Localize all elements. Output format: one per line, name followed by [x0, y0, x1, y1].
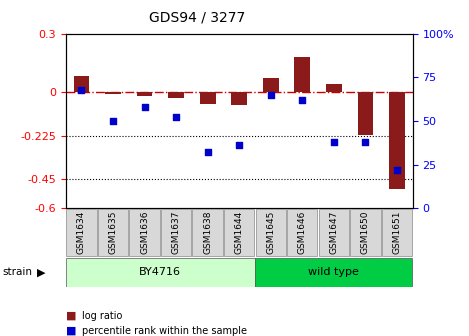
- Point: [204, 150, 212, 155]
- Bar: [295, 57, 310, 92]
- Text: GSM1647: GSM1647: [329, 211, 338, 254]
- Point: [172, 115, 180, 120]
- Point: [267, 92, 274, 97]
- Bar: [168, 92, 184, 98]
- Text: wild type: wild type: [309, 267, 359, 277]
- FancyBboxPatch shape: [256, 209, 286, 256]
- Bar: [136, 92, 152, 96]
- FancyBboxPatch shape: [129, 209, 159, 256]
- Point: [362, 139, 369, 144]
- Text: ▶: ▶: [37, 267, 45, 277]
- Bar: [326, 84, 342, 92]
- Text: GSM1645: GSM1645: [266, 211, 275, 254]
- Text: ■: ■: [66, 311, 76, 321]
- Text: percentile rank within the sample: percentile rank within the sample: [82, 326, 247, 336]
- Text: GSM1638: GSM1638: [203, 211, 212, 254]
- Point: [141, 104, 148, 110]
- Bar: [231, 92, 247, 106]
- Text: GSM1637: GSM1637: [172, 211, 181, 254]
- FancyBboxPatch shape: [66, 258, 255, 287]
- Bar: [389, 92, 405, 189]
- FancyBboxPatch shape: [287, 209, 318, 256]
- Text: GSM1646: GSM1646: [298, 211, 307, 254]
- Bar: [105, 92, 121, 94]
- Bar: [357, 92, 373, 134]
- FancyBboxPatch shape: [66, 209, 97, 256]
- FancyBboxPatch shape: [319, 209, 349, 256]
- Text: ■: ■: [66, 326, 76, 336]
- Text: GSM1636: GSM1636: [140, 211, 149, 254]
- FancyBboxPatch shape: [161, 209, 191, 256]
- Point: [330, 139, 338, 144]
- Text: strain: strain: [2, 267, 32, 277]
- Text: GSM1634: GSM1634: [77, 211, 86, 254]
- FancyBboxPatch shape: [255, 258, 412, 287]
- Text: BY4716: BY4716: [139, 267, 182, 277]
- Text: GDS94 / 3277: GDS94 / 3277: [149, 10, 245, 24]
- Point: [109, 118, 117, 124]
- Text: GSM1651: GSM1651: [393, 211, 401, 254]
- FancyBboxPatch shape: [350, 209, 380, 256]
- Point: [235, 143, 243, 148]
- FancyBboxPatch shape: [192, 209, 223, 256]
- Text: GSM1650: GSM1650: [361, 211, 370, 254]
- Bar: [263, 78, 279, 92]
- Bar: [74, 76, 89, 92]
- Point: [393, 167, 401, 173]
- FancyBboxPatch shape: [98, 209, 128, 256]
- Bar: [200, 92, 216, 104]
- Text: GSM1635: GSM1635: [108, 211, 118, 254]
- FancyBboxPatch shape: [382, 209, 412, 256]
- FancyBboxPatch shape: [224, 209, 254, 256]
- Text: log ratio: log ratio: [82, 311, 122, 321]
- Text: GSM1644: GSM1644: [234, 211, 244, 254]
- Point: [78, 87, 85, 92]
- Point: [299, 97, 306, 103]
